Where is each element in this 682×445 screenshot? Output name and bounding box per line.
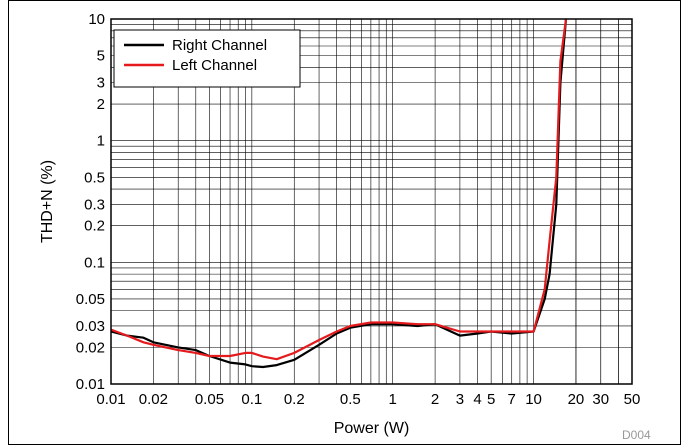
y-tick-label: 10 <box>88 11 105 28</box>
x-tick-label: 20 <box>568 391 585 408</box>
y-axis-label: THD+N (%) <box>39 160 56 243</box>
x-tick-label: 10 <box>525 391 542 408</box>
x-tick-label: 7 <box>508 391 516 408</box>
x-tick-label: 50 <box>624 391 641 408</box>
y-tick-label: 5 <box>97 48 105 65</box>
plot-area-border <box>110 18 633 385</box>
x-tick-label: 4 <box>473 391 481 408</box>
y-tick-label: 0.01 <box>76 376 105 393</box>
legend-box <box>113 29 301 88</box>
x-tick-label: 1 <box>389 391 397 408</box>
x-tick-label: 2 <box>431 391 439 408</box>
legend-entry: Left Channel <box>172 57 257 74</box>
x-axis-label: Power (W) <box>334 420 410 437</box>
y-tick-label: 1 <box>97 133 105 150</box>
y-tick-label: 0.5 <box>84 169 105 186</box>
x-tick-label: 5 <box>487 391 495 408</box>
y-tick-label: 0.3 <box>84 196 105 213</box>
x-tick-label: 0.5 <box>340 391 361 408</box>
x-tick-label: 0.1 <box>241 391 262 408</box>
y-tick-label: 0.1 <box>84 254 105 271</box>
x-tick-label: 0.2 <box>284 391 305 408</box>
y-tick-label: 0.2 <box>84 218 105 235</box>
legend: Right Channel Left Channel <box>113 29 301 88</box>
x-tick-label: 3 <box>456 391 464 408</box>
series-line-left-channel <box>111 19 568 361</box>
y-tick-label: 0.02 <box>76 339 105 356</box>
x-tick-label: 0.05 <box>195 391 224 408</box>
y-tick-label: 0.05 <box>76 291 105 308</box>
figure-code: D004 <box>622 428 651 442</box>
y-tick-label: 2 <box>97 96 105 113</box>
y-tick-label: 0.03 <box>76 318 105 335</box>
y-tick-label: 3 <box>97 75 105 92</box>
tick-labels: 0.01 0.02 0.05 0.1 0.2 0.5 1 2 3 4 5 7 10 20 30 500.010… <box>76 11 641 408</box>
series-layer <box>111 19 568 369</box>
x-tick-label: 0.01 <box>96 391 125 408</box>
legend-entry: Right Channel <box>172 37 267 54</box>
figure-border <box>8 0 681 445</box>
x-tick-label: 30 <box>592 391 609 408</box>
x-tick-label: 0.02 <box>139 391 168 408</box>
